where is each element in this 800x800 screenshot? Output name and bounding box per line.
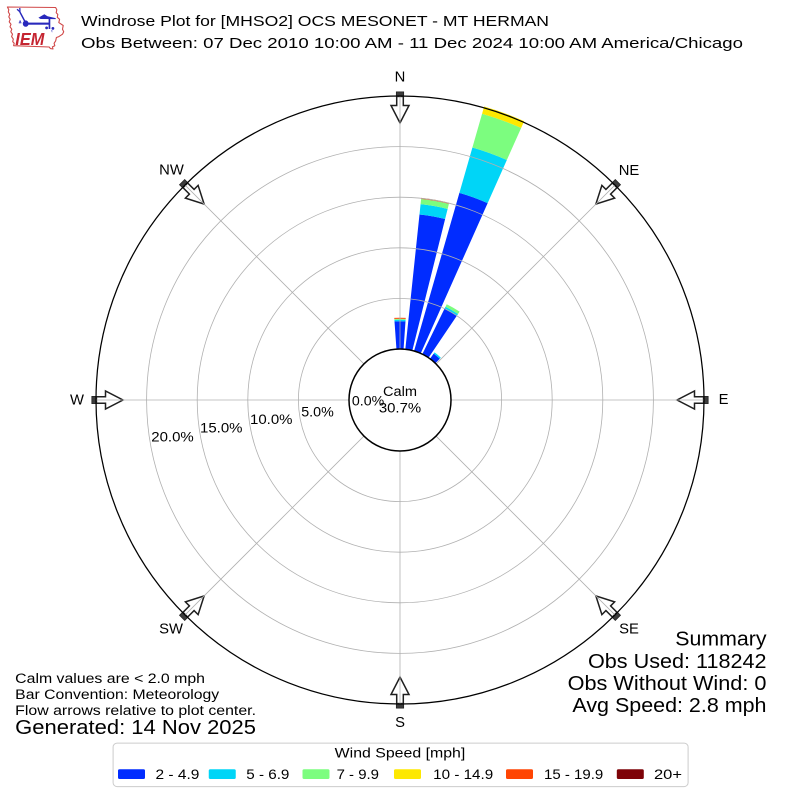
svg-text:Obs Between: 07 Dec 2010 10:00: Obs Between: 07 Dec 2010 10:00 AM - 11 D… [81,35,743,52]
svg-text:NE: NE [619,163,640,179]
svg-text:Avg Speed: 2.8 mph: Avg Speed: 2.8 mph [572,695,766,717]
svg-text:7 - 9.9: 7 - 9.9 [337,766,380,782]
svg-text:N: N [395,69,406,85]
svg-text:IEM: IEM [15,29,44,49]
svg-text:Calm: Calm [383,384,417,399]
svg-text:SE: SE [619,622,639,638]
svg-text:0.0%: 0.0% [352,394,384,409]
svg-text:20.0%: 20.0% [151,429,194,444]
svg-text:2 - 4.9: 2 - 4.9 [156,766,200,782]
svg-text:Generated: 14 Nov 2025: Generated: 14 Nov 2025 [15,717,256,739]
svg-text:Wind Speed [mph]: Wind Speed [mph] [335,746,466,761]
svg-text:30.7%: 30.7% [379,401,421,416]
svg-text:15 - 19.9: 15 - 19.9 [544,766,603,782]
svg-text:Obs Without Wind: 0: Obs Without Wind: 0 [568,673,767,695]
svg-text:Flow arrows relative to plot c: Flow arrows relative to plot center. [15,703,256,718]
svg-text:10.0%: 10.0% [250,412,293,427]
svg-text:Windrose Plot for [MHSO2] OCS: Windrose Plot for [MHSO2] OCS MESONET - … [81,13,549,30]
svg-text:Obs Used: 118242: Obs Used: 118242 [588,651,767,673]
svg-text:Bar Convention: Meteorology: Bar Convention: Meteorology [15,687,219,702]
svg-text:W: W [70,392,84,408]
svg-text:Summary: Summary [675,629,766,651]
svg-text:SW: SW [159,622,183,638]
svg-text:20+: 20+ [654,766,682,782]
svg-text:10 - 14.9: 10 - 14.9 [433,766,493,782]
svg-text:15.0%: 15.0% [200,421,243,436]
svg-text:NW: NW [159,163,184,179]
svg-text:E: E [719,392,729,408]
svg-text:S: S [395,715,405,731]
svg-text:5.0%: 5.0% [301,404,334,419]
svg-text:5 - 6.9: 5 - 6.9 [246,766,289,782]
svg-text:Calm values are < 2.0 mph: Calm values are < 2.0 mph [15,671,205,686]
